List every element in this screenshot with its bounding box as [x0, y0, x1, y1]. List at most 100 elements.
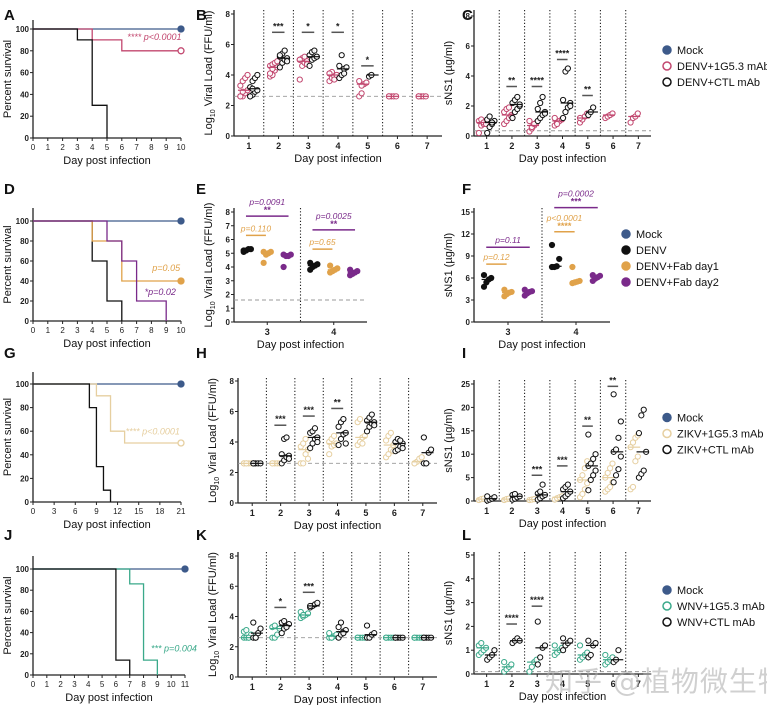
y-tick-label: 6 [230, 408, 235, 417]
data-point [615, 466, 622, 473]
y-tick-label: 4 [230, 438, 235, 447]
y-tick-label: 0 [466, 497, 471, 506]
y-tick-label: 5 [466, 551, 471, 560]
data-point [302, 451, 309, 458]
data-point [307, 259, 314, 266]
data-point [579, 490, 586, 498]
significance-stars: ** [609, 375, 617, 385]
data-point [534, 105, 541, 113]
x-tick-label: 7 [636, 679, 641, 689]
x-tick-label: 5 [585, 679, 590, 689]
data-point [617, 453, 624, 460]
legend-entry: ZIKV+CTL mAb [677, 445, 754, 457]
x-tick-label: 15 [134, 507, 143, 516]
x-axis-label: Day post infection [65, 692, 152, 704]
x-tick-label: 3 [535, 506, 540, 516]
data-point [423, 460, 430, 467]
y-tick-label: 1 [466, 646, 471, 655]
x-tick-label: 4 [560, 506, 565, 516]
legend-marker [662, 428, 672, 439]
data-point [307, 445, 314, 452]
x-tick-label: 2 [278, 508, 283, 518]
p-value-annotation: *p=0.02 [145, 287, 176, 297]
x-tick-label: 6 [392, 508, 397, 518]
legend-entry: Mock [677, 585, 704, 597]
y-axis-label: sNS1 (µg/ml) [443, 581, 455, 645]
data-point [556, 255, 563, 263]
x-tick-label: 2 [60, 143, 65, 152]
data-point [281, 47, 288, 54]
panel-label: G [4, 345, 16, 362]
y-tick-label: 8 [226, 208, 231, 217]
legend-marker [662, 444, 672, 455]
survival-curve [33, 383, 181, 444]
data-point [559, 635, 567, 642]
panel-label: C [462, 7, 473, 24]
panel-a: A 0 20 40 60 80 100 0 1 2 3 4 5 6 7 8 9 10 **** p<0.0001 Da… [2, 7, 186, 167]
y-tick-label: 4 [226, 71, 231, 80]
legend-marker [621, 261, 631, 271]
x-tick-label: 9 [164, 326, 169, 335]
data-point [252, 634, 259, 641]
y-axis-label: sNS1 (µg/ml) [443, 41, 455, 105]
y-tick-label: 20 [20, 297, 29, 306]
data-point [418, 454, 425, 461]
data-point [491, 647, 498, 654]
legend-entry: DENV+Fab day2 [636, 277, 719, 289]
x-tick-label: 2 [60, 326, 65, 335]
x-tick-label: 5 [585, 506, 590, 516]
y-tick-label: 20 [20, 650, 29, 659]
y-tick-label: 25 [461, 380, 470, 389]
x-tick-label: 7 [128, 680, 133, 689]
data-point [250, 619, 257, 626]
significance-stars: *** [557, 455, 568, 465]
x-tick-label: 3 [306, 141, 311, 151]
y-axis-label: Percent survival [2, 576, 14, 654]
x-tick-label: 12 [113, 507, 122, 516]
y-axis-label: Log10 Viral Load (FFU/ml) [207, 552, 221, 677]
y-tick-label: 80 [20, 47, 29, 56]
y-tick-label: 2 [230, 469, 235, 478]
x-tick-label: 3 [75, 326, 80, 335]
p-value-label: p=0.0025 [315, 211, 352, 221]
data-point [564, 481, 571, 488]
data-point [610, 479, 617, 486]
x-axis-label: Day post infection [294, 153, 381, 165]
y-tick-label: 100 [16, 217, 30, 226]
y-tick-label: 60 [20, 69, 29, 78]
ylabel-sub: 10 [214, 651, 221, 659]
x-tick-label: 3 [307, 508, 312, 518]
data-point [559, 647, 567, 654]
data-point [606, 483, 614, 491]
significance-stars: * [336, 21, 340, 31]
data-point [311, 47, 318, 54]
data-point [276, 64, 283, 71]
ylabel-part: Viral Load (FFU/ml) [207, 552, 219, 651]
data-point [537, 99, 544, 107]
y-tick-label: 80 [20, 586, 29, 595]
x-tick-label: 2 [276, 141, 281, 151]
y-tick-label: 2 [226, 291, 231, 300]
panel-label: D [4, 181, 15, 198]
data-point [592, 467, 599, 474]
data-point [587, 476, 594, 484]
data-point [501, 286, 508, 293]
data-point [579, 472, 586, 479]
x-tick-label: 21 [177, 507, 186, 516]
panel-f: F 0 3 6 9 12 15 3 4 p=0.11 p=0.12 ***p=0.0002 ****p<… [443, 181, 719, 351]
data-point [505, 104, 513, 111]
data-point [237, 82, 244, 89]
x-axis-label: Day post infection [519, 518, 606, 530]
curve-end-marker [177, 47, 185, 55]
x-axis-label: Day post infection [63, 155, 150, 167]
data-point [341, 70, 348, 77]
data-point [615, 434, 622, 441]
y-tick-label: 100 [16, 565, 30, 574]
y-tick-label: 6 [226, 236, 231, 245]
x-tick-label: 6 [611, 141, 616, 151]
x-tick-label: 6 [392, 682, 397, 692]
significance-stars: * [366, 55, 370, 65]
y-tick-label: 0 [466, 670, 471, 679]
